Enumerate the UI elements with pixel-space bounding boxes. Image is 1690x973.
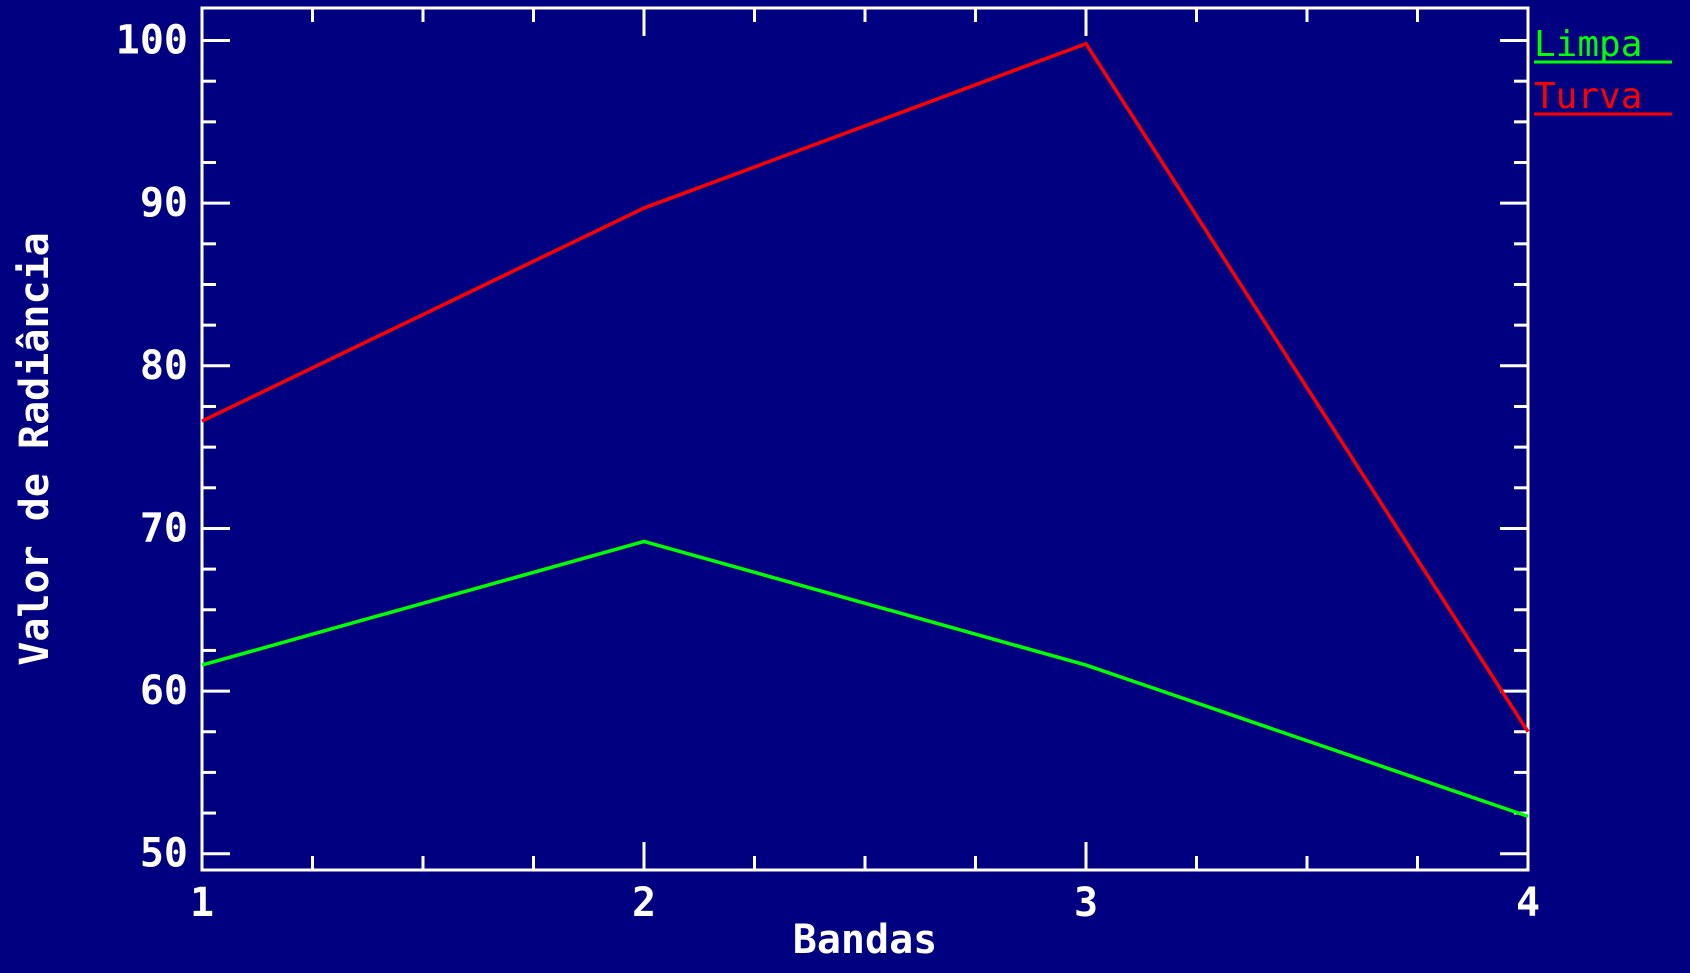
x-tick-label: 1	[190, 880, 214, 926]
y-tick-label: 100	[116, 18, 188, 64]
plot-area	[200, 6, 1530, 872]
plot-frame	[200, 6, 1530, 872]
series-layer	[201, 41, 1530, 818]
legend-label-turva: Turva	[1534, 76, 1642, 117]
x-tick-label: 3	[1074, 880, 1098, 926]
x-axis-title: Bandas	[793, 917, 938, 963]
y-tick-label: 70	[140, 505, 188, 551]
y-tick-label: 50	[140, 831, 188, 877]
x-tick-label: 2	[632, 880, 656, 926]
y-axis-title: Valor de Radiância	[12, 232, 58, 665]
y-tick-label: 90	[140, 180, 188, 226]
y-axis-ticks: 50 60 70 80 90 100	[116, 18, 1528, 877]
x-axis-ticks: 1 2 3 4	[190, 8, 1540, 926]
x-tick-label: 4	[1516, 880, 1540, 926]
legend-label-limpa: Limpa	[1534, 24, 1642, 65]
y-tick-label: 60	[140, 668, 188, 714]
y-tick-label: 80	[140, 343, 188, 389]
legend: Limpa Turva	[1534, 24, 1672, 117]
series-line-limpa	[201, 539, 1529, 818]
series-line-turva	[201, 41, 1530, 733]
